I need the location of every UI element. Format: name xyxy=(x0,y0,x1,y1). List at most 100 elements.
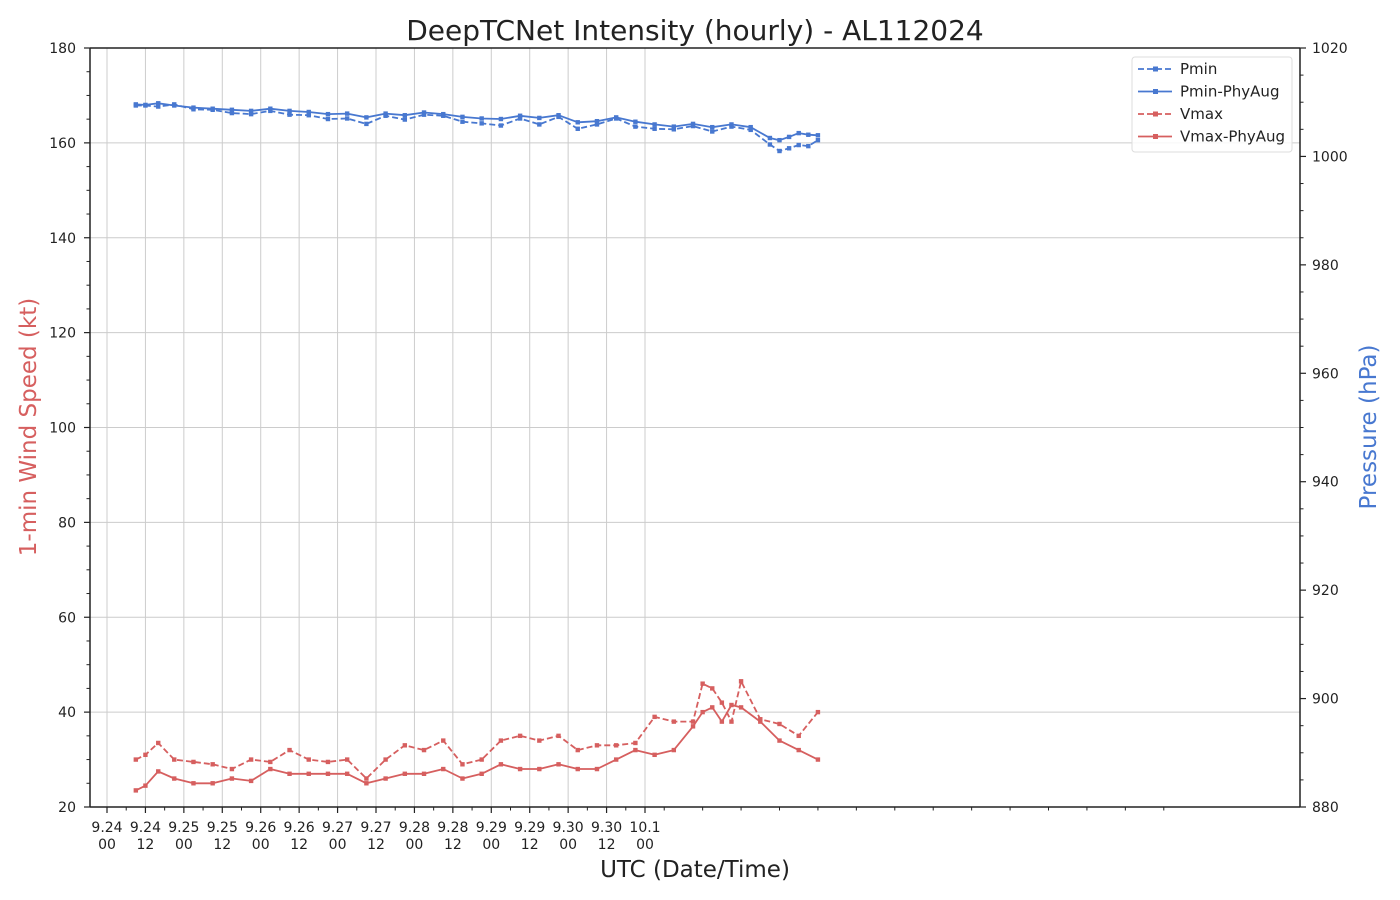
series-marker-vmax-phyaug xyxy=(594,766,600,772)
x-tick-label-hour: 00 xyxy=(636,837,654,853)
x-tick-label-hour: 00 xyxy=(482,837,500,853)
series-marker-vmax xyxy=(421,747,427,753)
series-marker-vmax xyxy=(172,757,177,762)
series-marker-pmin-phyaug xyxy=(133,102,139,107)
x-tick-label-date: 9.25 xyxy=(168,820,199,836)
series-marker-vmax xyxy=(364,776,369,781)
series-marker-vmax-phyaug xyxy=(556,762,561,767)
series-marker-vmax xyxy=(210,762,215,767)
series-marker-pmin xyxy=(537,122,542,127)
series-marker-pmin-phyaug xyxy=(325,111,331,117)
series-marker-pmin xyxy=(710,129,715,134)
series-marker-vmax xyxy=(156,740,161,746)
y-right-tick-label: 880 xyxy=(1312,800,1339,816)
series-line-vmax-phyaug xyxy=(135,704,819,792)
chart-title: DeepTCNet Intensity (hourly) - AL112024 xyxy=(406,14,984,47)
series-marker-vmax-phyaug xyxy=(652,752,657,758)
series-marker-pmin-phyaug xyxy=(777,137,782,143)
series-marker-vmax xyxy=(613,743,619,748)
series-marker-pmin-phyaug xyxy=(633,119,638,124)
series-marker-vmax xyxy=(325,759,331,765)
series-marker-pmin-phyaug xyxy=(671,124,677,129)
series-marker-vmax-phyaug xyxy=(671,747,677,753)
series-marker-pmin-phyaug xyxy=(268,106,273,111)
series-marker-vmax-phyaug xyxy=(210,781,215,786)
series-marker-vmax xyxy=(287,747,292,753)
series-marker-vmax xyxy=(537,738,542,743)
series-marker-pmin-phyaug xyxy=(479,116,484,121)
series-marker-pmin-phyaug xyxy=(517,113,523,118)
series-marker-pmin-phyaug xyxy=(156,101,161,106)
x-tick-label-hour: 12 xyxy=(213,837,231,853)
y-right-tick-label: 900 xyxy=(1312,692,1339,708)
series-marker-vmax-phyaug xyxy=(796,747,801,753)
series-marker-pmin-phyaug xyxy=(498,116,504,122)
y-left-tick-label: 20 xyxy=(58,800,76,816)
series-marker-vmax-phyaug xyxy=(344,771,350,776)
series-marker-vmax xyxy=(652,714,657,720)
series-marker-pmin-phyaug xyxy=(460,114,465,120)
series-marker-vmax xyxy=(402,743,408,748)
legend-swatch-marker xyxy=(1153,89,1158,94)
series-marker-pmin xyxy=(594,122,600,127)
y-right-tick-label: 1020 xyxy=(1312,41,1348,57)
series-marker-pmin xyxy=(156,104,161,109)
x-tick-label-hour: 00 xyxy=(252,837,270,853)
series-marker-pmin-phyaug xyxy=(402,113,408,118)
x-tick-label-date: 9.24 xyxy=(130,820,161,836)
series-marker-pmin-phyaug xyxy=(806,132,811,137)
series-marker-vmax xyxy=(479,757,484,762)
series-marker-pmin-phyaug xyxy=(594,118,600,124)
series-marker-vmax-phyaug xyxy=(325,771,331,776)
series-line-pmin xyxy=(135,103,819,152)
series-marker-vmax xyxy=(738,679,744,684)
x-tick-label-date: 9.24 xyxy=(91,820,122,836)
y-left-tick-label: 180 xyxy=(49,41,76,57)
x-tick-label-date: 9.25 xyxy=(207,820,238,836)
series-marker-pmin xyxy=(633,124,638,129)
series-marker-vmax-phyaug xyxy=(421,771,427,776)
series-marker-vmax xyxy=(815,709,821,715)
x-tick-label-hour: 12 xyxy=(444,837,462,853)
series-marker-pmin-phyaug xyxy=(191,105,196,110)
series-marker-pmin xyxy=(364,121,369,127)
series-marker-vmax-phyaug xyxy=(777,738,782,743)
series-marker-pmin xyxy=(248,111,254,117)
series-marker-vmax-phyaug xyxy=(613,757,619,762)
x-tick-label-hour: 12 xyxy=(598,837,616,853)
series-marker-pmin-phyaug xyxy=(306,109,311,115)
series-marker-vmax xyxy=(777,721,782,727)
series-marker-vmax xyxy=(191,759,196,765)
series-marker-vmax xyxy=(758,717,763,722)
series-marker-vmax xyxy=(710,686,715,691)
series-marker-vmax-phyaug xyxy=(460,776,465,781)
series-marker-vmax xyxy=(719,700,725,705)
series-marker-pmin-phyaug xyxy=(210,106,215,111)
series-marker-pmin-phyaug xyxy=(537,115,542,121)
series-marker-pmin xyxy=(517,116,523,121)
series-marker-pmin xyxy=(671,127,677,132)
series-marker-vmax-phyaug xyxy=(143,783,148,788)
y-left-tick-label: 60 xyxy=(58,610,76,626)
series-marker-vmax-phyaug xyxy=(517,766,523,772)
x-tick-label-date: 9.29 xyxy=(514,820,545,836)
series-marker-pmin-phyaug xyxy=(229,107,235,113)
series-marker-vmax xyxy=(594,743,600,748)
x-tick-label-hour: 00 xyxy=(175,837,193,853)
series-marker-pmin-phyaug xyxy=(143,102,148,108)
legend: Pmin Pmin-PhyAug Vmax Vmax-PhyAug xyxy=(1131,56,1293,153)
x-tick-label-date: 10.1 xyxy=(629,820,660,836)
y-left-tick-label: 80 xyxy=(58,515,76,531)
series-marker-pmin-phyaug xyxy=(710,124,715,130)
series-marker-pmin-phyaug xyxy=(767,135,773,141)
series-marker-vmax-phyaug xyxy=(229,776,235,781)
series-marker-vmax-phyaug xyxy=(191,781,196,786)
series-marker-pmin xyxy=(767,142,773,147)
x-tick-label-hour: 12 xyxy=(367,837,385,853)
series-marker-pmin-phyaug xyxy=(364,115,369,120)
series-marker-vmax xyxy=(498,738,504,743)
series-marker-vmax-phyaug xyxy=(133,788,139,793)
series-marker-vmax xyxy=(344,757,350,762)
series-marker-vmax-phyaug xyxy=(710,705,715,710)
series-marker-vmax xyxy=(729,719,734,724)
